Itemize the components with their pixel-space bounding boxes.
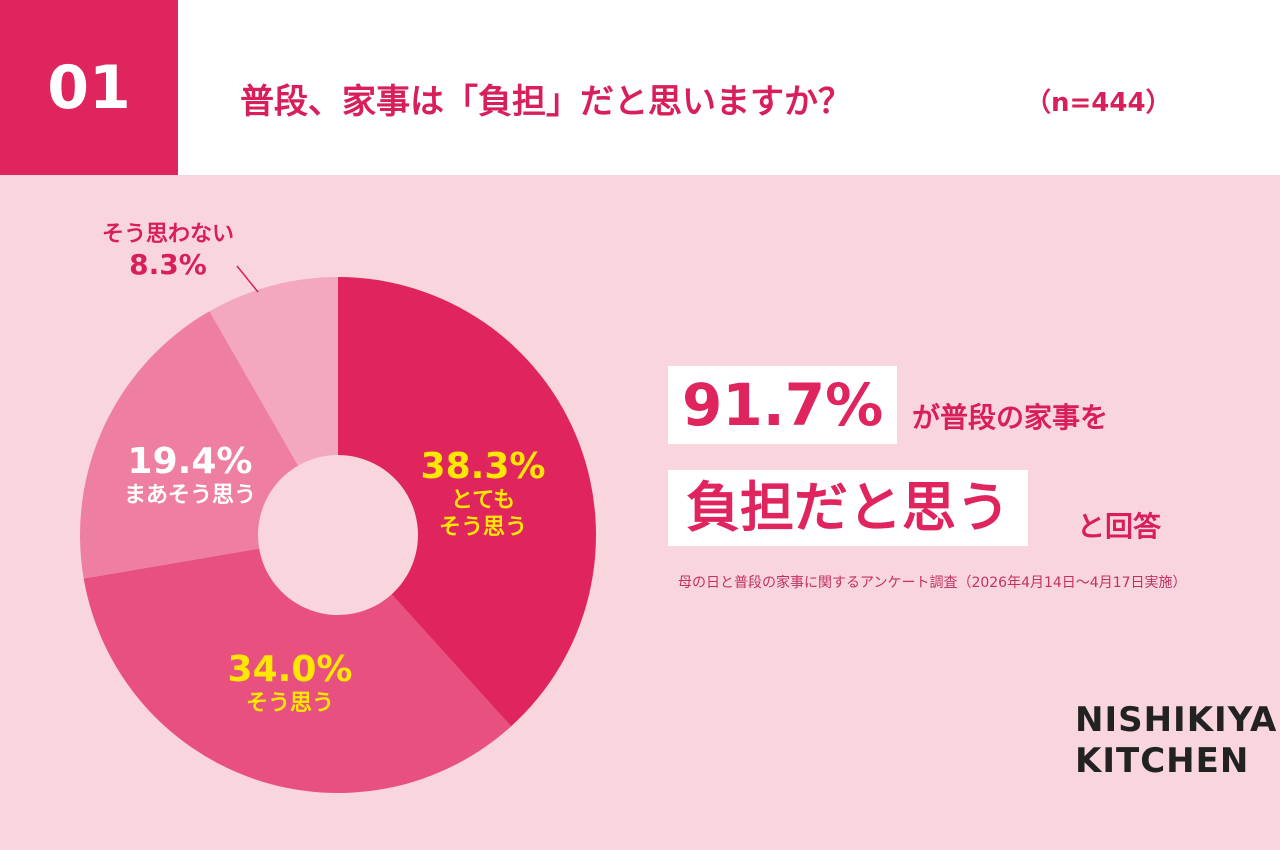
section-number: 01 — [0, 0, 178, 175]
category-label: とても そう思う — [438, 488, 527, 540]
leader-line — [236, 265, 259, 293]
highlight-phrase: 負担だと思う — [668, 470, 1028, 546]
summary-text: と回答 — [1077, 510, 1162, 543]
donut-slice — [80, 311, 299, 579]
highlight-percent: 91.7% — [668, 366, 898, 444]
footnote: 母の日と普段の家事に関するアンケート調査（2026年4月14日〜4月17日実施） — [678, 575, 1187, 591]
category-label: そう思う — [245, 691, 334, 717]
slice-label: 19.4% まあそう思う — [124, 440, 256, 510]
logo: NISHIKIYA KITCHEN — [1075, 700, 1278, 781]
header — [0, 0, 1280, 175]
sample-size: （n=444） — [1025, 88, 1172, 118]
slice-label: 34.0% そう思う — [228, 648, 353, 718]
summary-text: が普段の家事を — [912, 401, 1109, 434]
question-title: 普段、家事は「負担」だと思いますか？ — [240, 82, 852, 122]
donut-slice — [83, 548, 512, 793]
category-label: そう思わない — [101, 222, 235, 247]
slice-label: 38.3% とても そう思う — [421, 445, 546, 541]
value-label: 38.3% — [420, 446, 546, 487]
value-label: 34.0% — [227, 649, 353, 690]
donut-slice — [209, 277, 338, 466]
slice-label: そう思わない 8.3% — [102, 222, 234, 282]
value-label: 19.4% — [127, 441, 253, 482]
donut-slice — [338, 277, 596, 727]
category-label: まあそう思う — [123, 483, 257, 509]
value-label: 8.3% — [129, 248, 207, 282]
